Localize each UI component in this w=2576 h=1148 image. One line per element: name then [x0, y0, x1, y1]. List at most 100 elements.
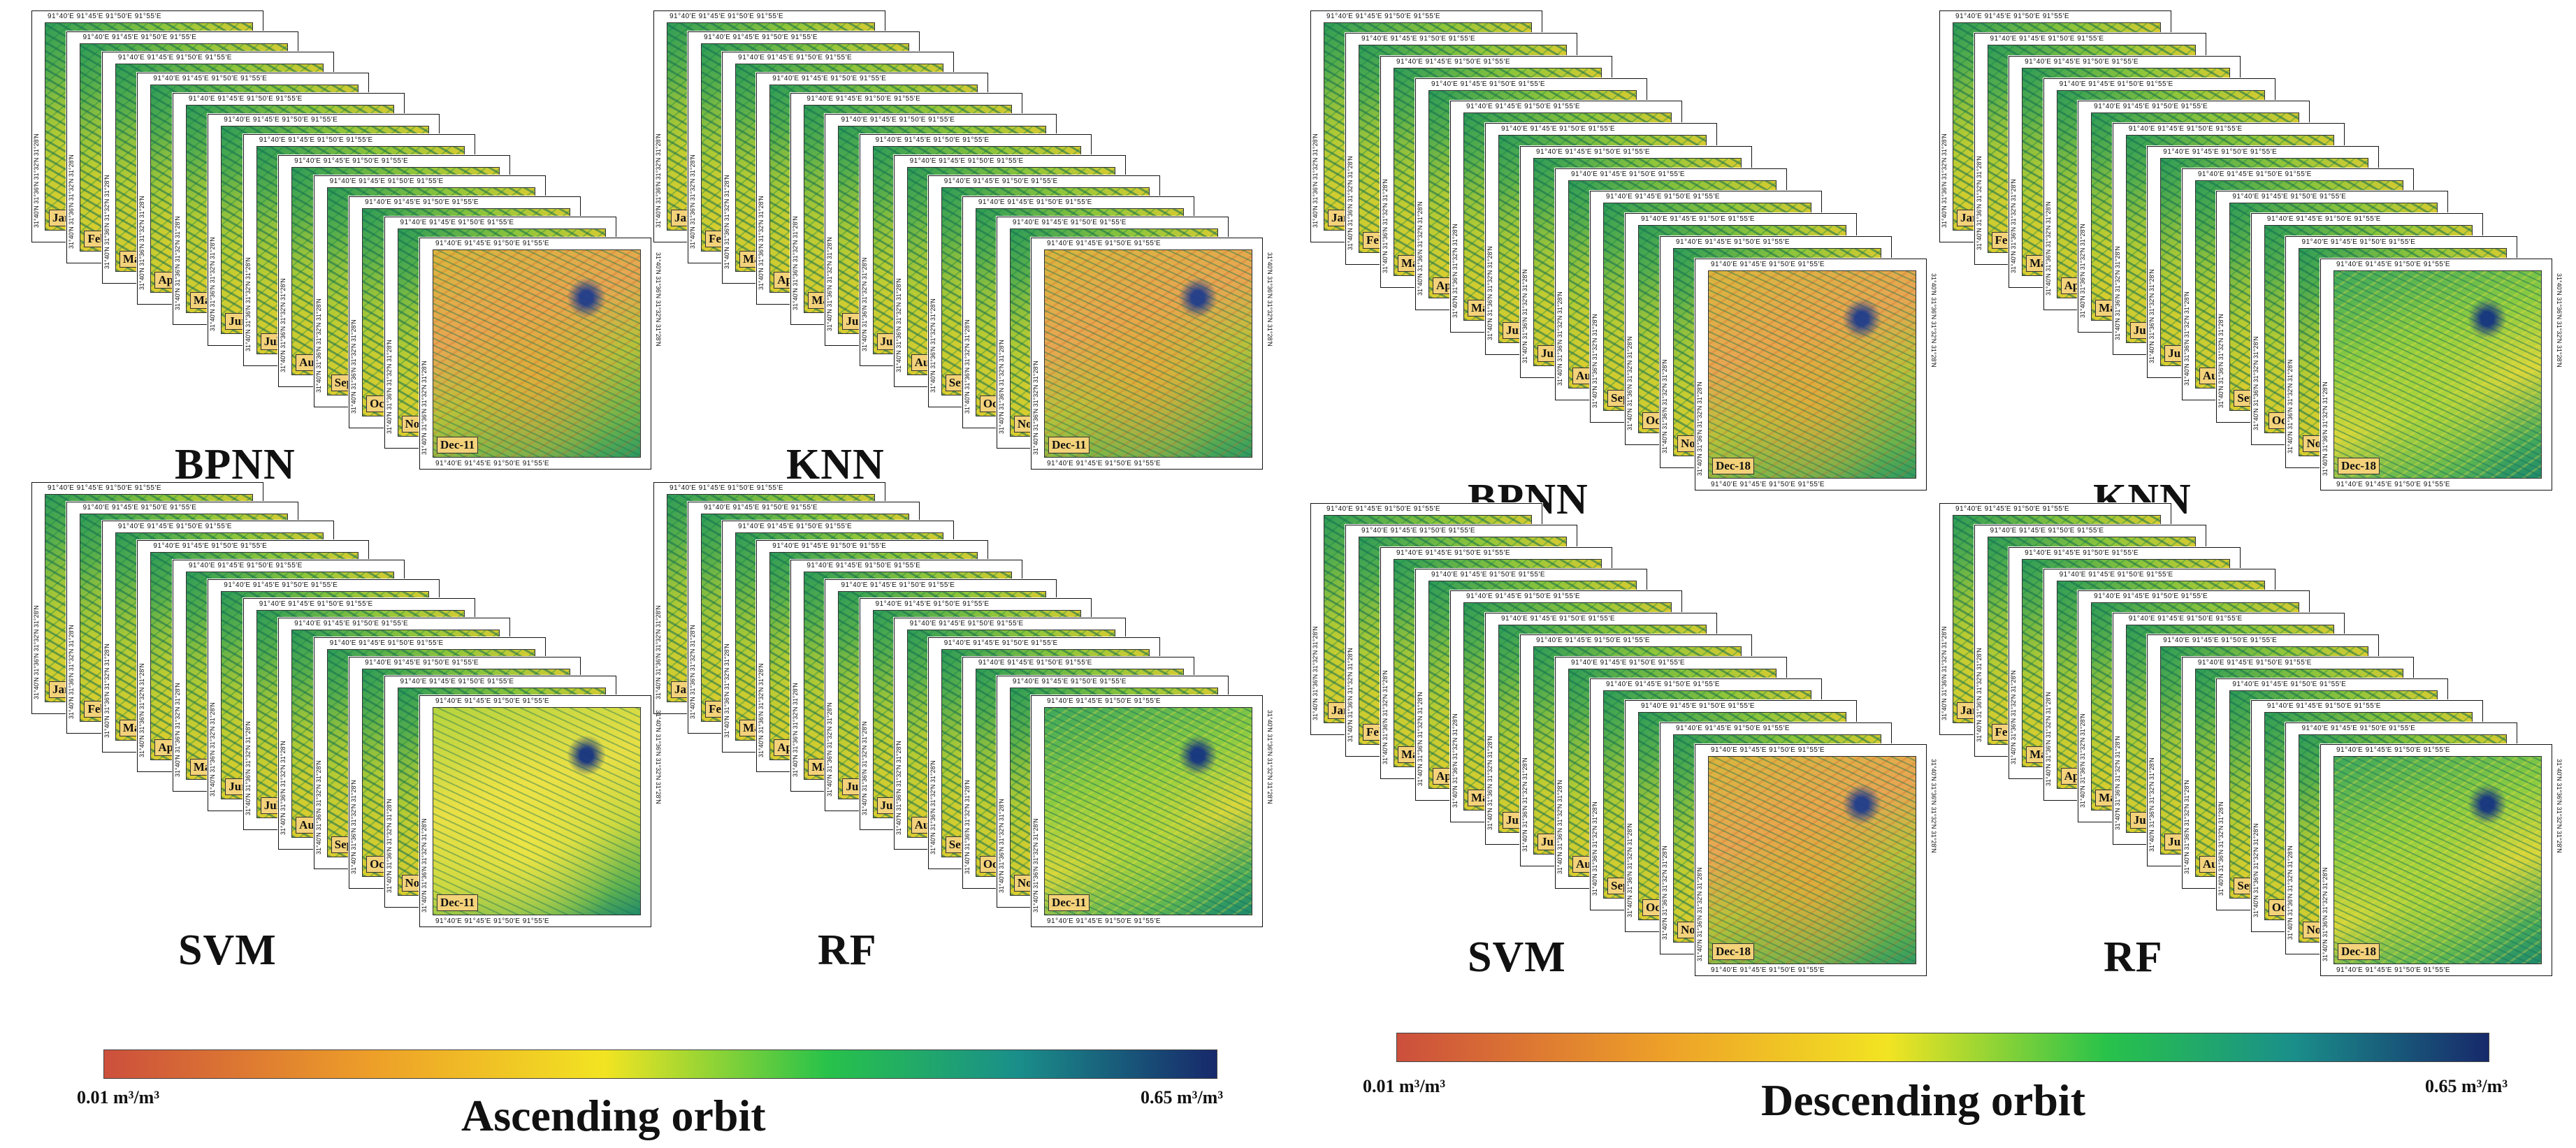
longitude-ticks: 91°40′E 91°45′E 91°50′E 91°55′E [2266, 215, 2381, 224]
model-label-bpnn: BPNN [175, 441, 296, 488]
longitude-ticks: 91°40′E 91°45′E 91°50′E 91°55′E [978, 658, 1092, 667]
longitude-ticks: 91°40′E 91°45′E 91°50′E 91°55′E [704, 503, 818, 511]
latitude-ticks: 31°40′N 31°36′N 31°32′N 31°28′N [2322, 867, 2329, 961]
latitude-ticks-right: 31°40′N 31°36′N 31°32′N 31°28′N [1930, 273, 1937, 368]
longitude-ticks: 91°40′E 91°45′E 91°50′E 91°55′E [48, 484, 161, 492]
longitude-ticks: 91°40′E 91°45′E 91°50′E 91°55′E [48, 13, 161, 20]
longitude-ticks: 91°40′E 91°45′E 91°50′E 91°55′E [259, 136, 373, 145]
latitude-ticks: 31°40′N 31°36′N 31°32′N 31°28′N [860, 257, 868, 352]
latitude-ticks: 31°40′N 31°36′N 31°32′N 31°28′N [1486, 736, 1493, 830]
latitude-ticks: 31°40′N 31°36′N 31°32′N 31°28′N [1591, 314, 1598, 409]
longitude-ticks: 91°40′E 91°45′E 91°50′E 91°55′E [1396, 548, 1510, 557]
longitude-ticks: 91°40′E 91°45′E 91°50′E 91°55′E [2094, 103, 2208, 111]
longitude-ticks: 91°40′E 91°45′E 91°50′E 91°55′E [841, 115, 955, 124]
ascending-bpnn-panel: 91°40′E 91°45′E 91°50′E 91°55′E 31°40′N 3… [28, 7, 671, 488]
longitude-ticks: 91°40′E 91°45′E 91°50′E 91°55′E [365, 658, 479, 667]
longitude-ticks: 91°40′E 91°45′E 91°50′E 91°55′E [704, 33, 818, 41]
december-map: 91°40′E 91°45′E 91°50′E 91°55′E 31°40′N … [419, 695, 662, 927]
longitude-ticks: 91°40′E 91°45′E 91°50′E 91°55′E [670, 13, 783, 20]
latitude-ticks: 31°40′N 31°36′N 31°32′N 31°28′N [103, 175, 110, 270]
longitude-ticks: 91°40′E 91°45′E 91°50′E 91°55′E [1501, 614, 1615, 623]
latitude-ticks: 31°40′N 31°36′N 31°32′N 31°28′N [1032, 818, 1039, 913]
longitude-ticks: 91°40′E 91°45′E 91°50′E 91°55′E [2128, 125, 2243, 133]
longitude-ticks: 91°40′E 91°45′E 91°50′E 91°55′E [259, 600, 373, 609]
latitude-ticks: 31°40′N 31°36′N 31°32′N 31°28′N [2287, 845, 2294, 940]
soil-moisture-map [1044, 249, 1252, 458]
ascending-knn-panel: 91°40′E 91°45′E 91°50′E 91°55′E 31°40′N 3… [650, 7, 1293, 488]
latitude-ticks: 31°40′N 31°36′N 31°32′N 31°28′N [1521, 757, 1528, 852]
soil-moisture-map [2333, 270, 2542, 479]
december-map: 91°40′E 91°45′E 91°50′E 91°55′E 31°40′N … [419, 238, 662, 470]
soil-moisture-map [433, 707, 641, 915]
latitude-ticks: 31°40′N 31°36′N 31°32′N 31°28′N [963, 779, 971, 874]
latitude-ticks: 31°40′N 31°36′N 31°32′N 31°28′N [895, 741, 902, 836]
latitude-ticks: 31°40′N 31°36′N 31°32′N 31°28′N [2183, 291, 2190, 386]
longitude-ticks: 91°40′E 91°45′E 91°50′E 91°55′E [2266, 702, 2381, 711]
longitude-ticks: 91°40′E 91°45′E 91°50′E 91°55′E [2301, 724, 2416, 732]
latitude-ticks: 31°40′N 31°36′N 31°32′N 31°28′N [1417, 692, 1424, 787]
latitude-ticks: 31°40′N 31°36′N 31°32′N 31°28′N [826, 236, 834, 331]
latitude-ticks: 31°40′N 31°36′N 31°32′N 31°28′N [385, 340, 393, 435]
longitude-ticks: 91°40′E 91°45′E 91°50′E 91°55′E [2163, 637, 2278, 645]
longitude-ticks: 91°40′E 91°45′E 91°50′E 91°55′E [1606, 680, 1720, 688]
longitude-ticks: 91°40′E 91°45′E 91°50′E 91°55′E [365, 198, 479, 206]
longitude-ticks: 91°40′E 91°45′E 91°50′E 91°55′E [188, 561, 303, 569]
longitude-ticks: 91°40′E 91°45′E 91°50′E 91°55′E [1047, 697, 1161, 705]
longitude-ticks: 91°40′E 91°45′E 91°50′E 91°55′E [1955, 505, 2069, 513]
latitude-ticks: 31°40′N 31°36′N 31°32′N 31°28′N [2010, 669, 2018, 764]
longitude-ticks: 91°40′E 91°45′E 91°50′E 91°55′E [772, 542, 887, 551]
longitude-ticks: 91°40′E 91°45′E 91°50′E 91°55′E [1571, 170, 1685, 178]
latitude-ticks: 31°40′N 31°36′N 31°32′N 31°28′N [689, 624, 697, 719]
model-label-rf: RF [818, 927, 877, 974]
soil-moisture-map [1044, 707, 1252, 915]
longitude-ticks: 91°40′E 91°45′E 91°50′E 91°55′E [943, 177, 1058, 186]
latitude-ticks: 31°40′N 31°36′N 31°32′N 31°28′N [689, 154, 697, 249]
latitude-ticks: 31°40′N 31°36′N 31°32′N 31°28′N [655, 605, 662, 699]
december-map: 91°40′E 91°45′E 91°50′E 91°55′E 31°40′N … [2320, 744, 2563, 976]
latitude-ticks: 31°40′N 31°36′N 31°32′N 31°28′N [33, 605, 40, 699]
model-label-svm: SVM [1468, 933, 1566, 981]
longitude-ticks: 91°40′E 91°45′E 91°50′E 91°55′E [224, 581, 338, 589]
latitude-ticks: 31°40′N 31°36′N 31°32′N 31°28′N [2079, 224, 2087, 319]
longitude-ticks: 91°40′E 91°45′E 91°50′E 91°55′E [909, 157, 1024, 165]
latitude-ticks: 31°40′N 31°36′N 31°32′N 31°28′N [1417, 201, 1424, 296]
ascending-colorbar [103, 1049, 1217, 1079]
latitude-ticks: 31°40′N 31°36′N 31°32′N 31°28′N [2252, 336, 2259, 431]
latitude-ticks: 31°40′N 31°36′N 31°32′N 31°28′N [2252, 823, 2259, 918]
model-label-knn: KNN [786, 441, 885, 488]
colorbar-min-label: 0.01 m³/m³ [77, 1087, 160, 1107]
latitude-ticks: 31°40′N 31°36′N 31°32′N 31°28′N [1452, 224, 1459, 319]
longitude-ticks: 91°40′E 91°45′E 91°50′E 91°55′E [2059, 80, 2173, 88]
longitude-ticks: 91°40′E 91°45′E 91°50′E 91°55′E [1466, 103, 1580, 111]
longitude-ticks: 91°40′E 91°45′E 91°50′E 91°55′E [2232, 680, 2347, 688]
latitude-ticks: 31°40′N 31°36′N 31°32′N 31°28′N [1382, 178, 1389, 273]
latitude-ticks: 31°40′N 31°36′N 31°32′N 31°28′N [1941, 133, 1948, 228]
latitude-ticks: 31°40′N 31°36′N 31°32′N 31°28′N [1941, 626, 1948, 720]
latitude-ticks: 31°40′N 31°36′N 31°32′N 31°28′N [2217, 314, 2225, 409]
descending-knn-panel: 91°40′E 91°45′E 91°50′E 91°55′E 31°40′N 3… [1936, 7, 2576, 523]
latitude-ticks: 31°40′N 31°36′N 31°32′N 31°28′N [2148, 268, 2156, 363]
longitude-ticks: 91°40′E 91°45′E 91°50′E 91°55′E [400, 678, 514, 686]
december-map: 91°40′E 91°45′E 91°50′E 91°55′E 31°40′N … [1031, 695, 1273, 927]
longitude-ticks: 91°40′E 91°45′E 91°50′E 91°55′E [1955, 13, 2069, 20]
longitude-ticks-bottom: 91°40′E 91°45′E 91°50′E 91°55′E [1047, 460, 1161, 467]
longitude-ticks-bottom: 91°40′E 91°45′E 91°50′E 91°55′E [1711, 966, 1825, 974]
ascending-svm-panel: 91°40′E 91°45′E 91°50′E 91°55′E 31°40′N 3… [28, 479, 671, 974]
descending-svm-panel: 91°40′E 91°45′E 91°50′E 91°55′E 31°40′N 3… [1307, 500, 1950, 981]
latitude-ticks-right: 31°40′N 31°36′N 31°32′N 31°28′N [2556, 759, 2563, 853]
longitude-ticks: 91°40′E 91°45′E 91°50′E 91°55′E [2336, 746, 2450, 754]
latitude-ticks: 31°40′N 31°36′N 31°32′N 31°28′N [792, 216, 799, 311]
latitude-ticks: 31°40′N 31°36′N 31°32′N 31°28′N [929, 298, 936, 393]
longitude-ticks: 91°40′E 91°45′E 91°50′E 91°55′E [1711, 261, 1825, 268]
latitude-ticks: 31°40′N 31°36′N 31°32′N 31°28′N [33, 133, 40, 228]
latitude-ticks: 31°40′N 31°36′N 31°32′N 31°28′N [1486, 246, 1493, 341]
latitude-ticks: 31°40′N 31°36′N 31°32′N 31°28′N [280, 741, 287, 836]
december-map: 91°40′E 91°45′E 91°50′E 91°55′E 31°40′N … [2320, 259, 2563, 491]
ascending-orbit-title: Ascending orbit [461, 1091, 766, 1140]
latitude-ticks: 31°40′N 31°36′N 31°32′N 31°28′N [2044, 201, 2052, 296]
longitude-ticks: 91°40′E 91°45′E 91°50′E 91°55′E [1501, 125, 1615, 133]
month-label-dec: Dec-18 [2338, 943, 2380, 960]
longitude-ticks: 91°40′E 91°45′E 91°50′E 91°55′E [875, 600, 990, 609]
latitude-ticks: 31°40′N 31°36′N 31°32′N 31°28′N [68, 624, 75, 719]
latitude-ticks: 31°40′N 31°36′N 31°32′N 31°28′N [1312, 626, 1319, 720]
